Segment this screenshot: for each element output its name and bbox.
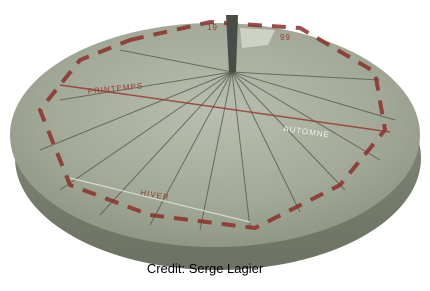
sundial-photo: 19 99 PRINTEMPS AUTOMNE HIVER Credit: Se… [0, 0, 430, 291]
dial-number: 19 [207, 23, 218, 32]
dial-number: 99 [280, 33, 291, 42]
caption: Credit: Serge Lagier [147, 261, 264, 276]
page: {"image": {"numbers": ["19", "99"], "dia… [0, 0, 430, 291]
